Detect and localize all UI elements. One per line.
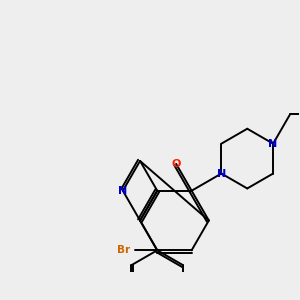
Text: N: N (118, 186, 128, 196)
Text: Br: Br (117, 245, 130, 255)
Text: N: N (268, 139, 278, 149)
Text: O: O (172, 159, 181, 169)
Text: N: N (217, 169, 226, 178)
